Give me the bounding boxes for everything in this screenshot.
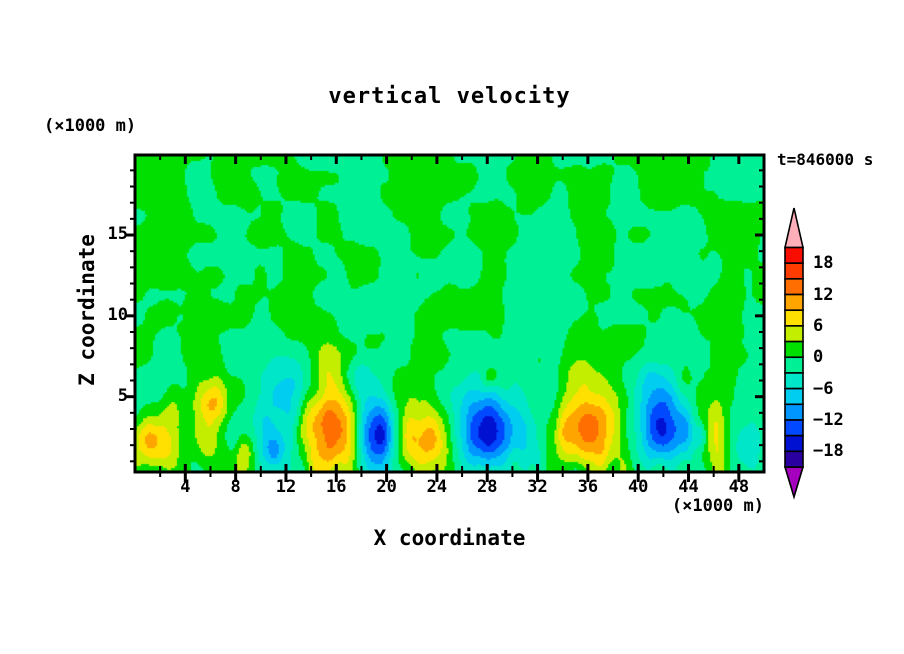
- colorbar-cell: [784, 450, 804, 468]
- colorbar-cell: [784, 434, 804, 453]
- y-tick-label: 15: [107, 224, 128, 245]
- colorbar-cell: [784, 356, 804, 374]
- colorbar-label: −12: [813, 409, 844, 430]
- colorbar-cell: [784, 325, 804, 343]
- contour-plot-canvas: [135, 155, 764, 472]
- x-tick-label: 36: [577, 477, 599, 497]
- colorbar-cell: [784, 403, 804, 421]
- x-unit-label: (×1000 m): [671, 496, 764, 516]
- x-tick-label: 16: [326, 477, 347, 497]
- colorbar-label: 0: [813, 347, 824, 368]
- x-tick-label: 40: [627, 477, 649, 497]
- colorbar-cell: [784, 293, 804, 312]
- colorbar-cell: [784, 387, 804, 406]
- x-tick-label: 4: [180, 477, 191, 497]
- colorbar-cell: [784, 246, 804, 264]
- x-tick-label: 8: [230, 477, 241, 497]
- x-tick-label: 28: [476, 477, 498, 497]
- colorbar: [783, 207, 805, 500]
- y-tick-label: 5: [117, 385, 128, 406]
- colorbar-cell: [784, 278, 804, 296]
- y-unit-label: (×1000 m): [44, 116, 137, 136]
- colorbar-label: −18: [813, 441, 844, 462]
- colorbar-cell: [784, 372, 804, 390]
- x-tick-label: 20: [376, 477, 397, 497]
- colorbar-cell: [784, 262, 804, 280]
- x-tick-label: 32: [527, 477, 548, 497]
- x-axis-title: X coordinate: [373, 526, 526, 550]
- x-tick-label: 24: [426, 477, 448, 497]
- colorbar-label: −6: [813, 378, 834, 399]
- y-tick-label: 10: [107, 304, 128, 325]
- x-tick-label: 48: [728, 477, 750, 497]
- colorbar-label: 12: [813, 284, 834, 305]
- colorbar-label: 6: [813, 315, 824, 336]
- time-label: t=846000 s: [777, 150, 874, 169]
- colorbar-cell: [784, 419, 804, 437]
- page-title: vertical velocity: [328, 84, 571, 109]
- x-tick-label: 12: [275, 477, 297, 497]
- colorbar-label: 18: [813, 253, 834, 274]
- colorbar-cell: [784, 309, 804, 327]
- colorbar-cell: [784, 340, 804, 359]
- x-tick-label: 44: [678, 477, 699, 497]
